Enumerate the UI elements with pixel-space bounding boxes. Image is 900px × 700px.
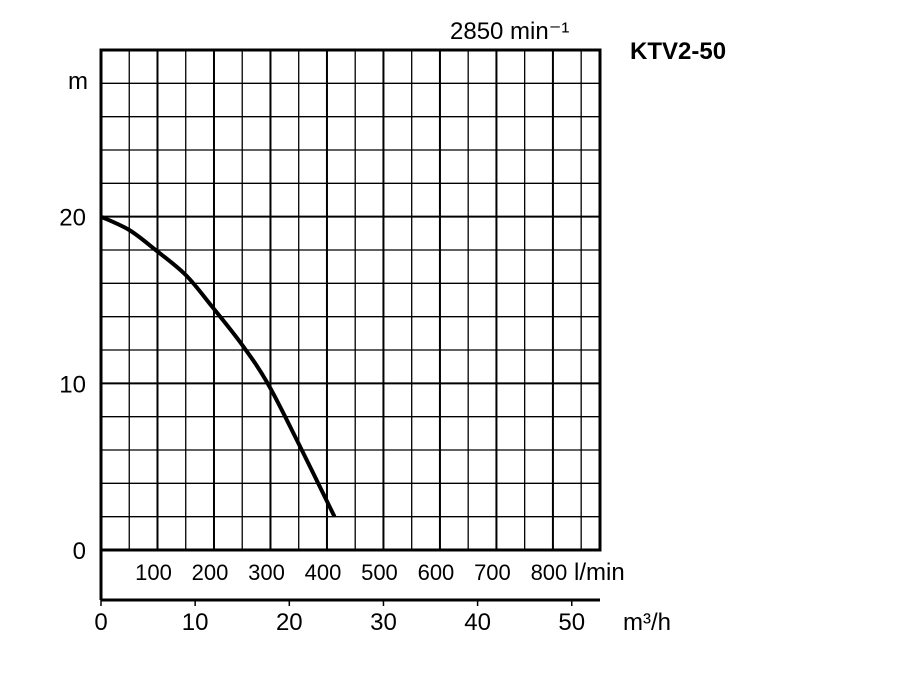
y-tick-label: 0	[73, 538, 86, 565]
x2-tick-label: 600	[418, 560, 455, 585]
x-axis-label: m³/h	[623, 609, 671, 636]
x-tick-label: 10	[182, 609, 209, 636]
x2-tick-label: 800	[531, 560, 568, 585]
x-tick-label: 40	[464, 609, 491, 636]
chart-title: KTV2-50	[630, 38, 726, 65]
speed-label: 2850 min⁻¹	[450, 18, 569, 45]
x2-tick-label: 300	[248, 560, 285, 585]
x-tick-label: 50	[558, 609, 585, 636]
x2-tick-label: 100	[135, 560, 172, 585]
y-tick-label: 20	[59, 205, 86, 232]
plot-frame	[99, 48, 602, 552]
y-axis-label: m	[68, 68, 88, 95]
x-tick-label: 0	[94, 609, 107, 636]
x-tick-label: 30	[370, 609, 397, 636]
grid	[101, 50, 600, 550]
x2-tick-label: 500	[361, 560, 398, 585]
x2-tick-label: 200	[192, 560, 229, 585]
x2-axis-label: l/min	[574, 559, 625, 586]
x-tick-label: 20	[276, 609, 303, 636]
x2-tick-label: 700	[474, 560, 511, 585]
series-curve	[100, 214, 337, 518]
x2-tick-label: 400	[305, 560, 342, 585]
tick-labels: 0 10 20 100 200 300 400 500 600 700 800 0 10 20 30 40 50	[59, 205, 585, 636]
y-tick-label: 10	[59, 371, 86, 398]
